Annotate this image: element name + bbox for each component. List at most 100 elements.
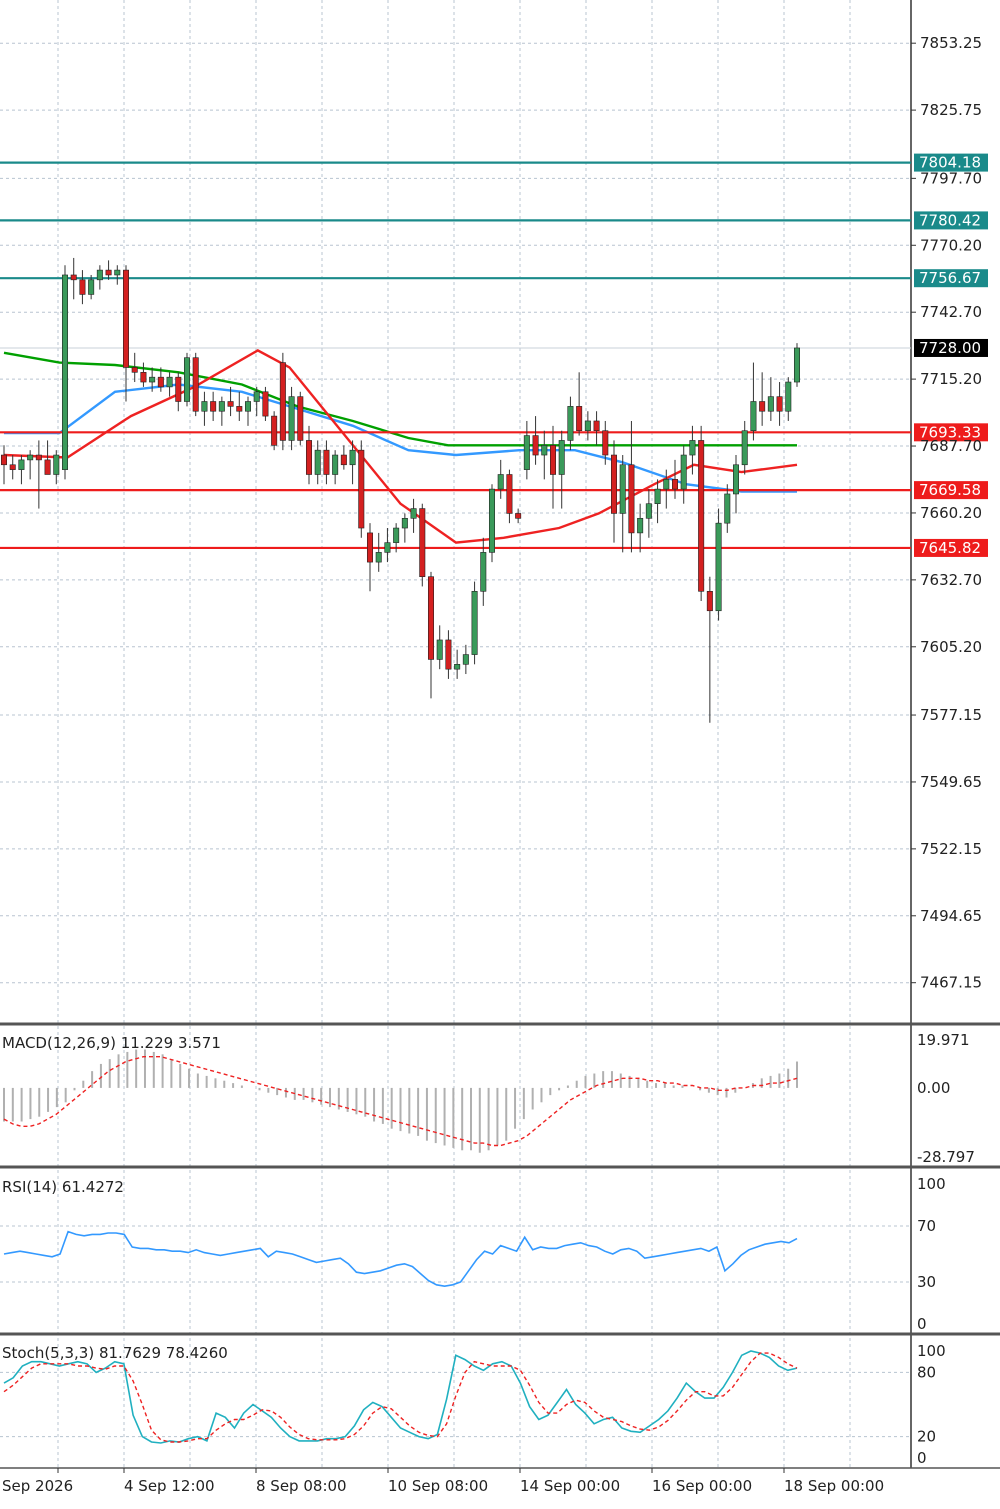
candle <box>323 440 330 485</box>
price-tick-label: 7632.70 <box>920 571 982 589</box>
price-tick-label: 7770.20 <box>920 236 982 254</box>
candle <box>680 445 687 504</box>
candle <box>541 430 548 480</box>
candle-body-bull <box>619 464 626 514</box>
candle <box>70 257 77 300</box>
candle <box>759 372 766 426</box>
candle-body-bull <box>332 454 339 475</box>
candle-body-bear <box>776 396 783 412</box>
candle <box>628 420 635 553</box>
price-levels[interactable]: 7804.18 7780.42 7756.67 7693.33 7669.58 7645.… <box>0 153 988 557</box>
price-tick-label: 7742.70 <box>920 303 982 321</box>
candle <box>297 391 304 446</box>
candle <box>393 523 400 553</box>
stoch-tick-label: 80 <box>917 1363 936 1381</box>
candle <box>236 391 243 421</box>
resistance-tag <box>914 153 988 172</box>
candle <box>340 445 347 470</box>
candle-body-bull <box>715 522 722 612</box>
resistance-tag-label: 7804.18 <box>919 154 981 172</box>
candle <box>454 649 461 679</box>
candle <box>715 508 722 621</box>
candle <box>9 455 16 480</box>
candle-body-bull <box>27 454 34 461</box>
candle <box>410 498 417 533</box>
candle-body-bull <box>288 396 295 441</box>
candle <box>253 386 260 417</box>
candle-body-bear <box>445 639 452 670</box>
candle <box>698 425 705 602</box>
candle-body-bull <box>488 488 496 553</box>
candle-body-bull <box>541 444 548 456</box>
candle <box>88 274 95 300</box>
candle-body-bear <box>576 406 583 432</box>
candle-body-bull <box>567 406 574 441</box>
candle <box>122 265 130 402</box>
candle <box>576 372 583 436</box>
candle <box>567 396 574 451</box>
candle <box>375 532 382 572</box>
price-tick-label: 7660.20 <box>920 504 982 522</box>
candle <box>349 440 356 485</box>
current-price-label: 7728.00 <box>919 339 981 357</box>
candle-body-bull <box>654 488 661 505</box>
candle-body-bear <box>210 401 217 412</box>
support-level: 7693.33 <box>0 423 988 442</box>
price-tick-label: 7577.15 <box>920 706 982 724</box>
candle-body-bull <box>166 376 173 388</box>
stoch-label: Stoch(5,3,3) 81.7629 78.4260 <box>2 1344 228 1362</box>
candle-body-bear <box>227 401 234 407</box>
candle-body-bull <box>114 269 121 276</box>
macd-tick-label: -28.797 <box>917 1148 975 1166</box>
candle <box>366 523 374 592</box>
candle <box>105 260 112 280</box>
candle <box>114 265 121 285</box>
candle-body-bull <box>218 401 225 412</box>
candle <box>750 362 757 441</box>
support-tag <box>914 481 988 500</box>
time-tick-label: 10 Sep 08:00 <box>388 1477 488 1495</box>
price-tick-label: 7825.75 <box>920 101 982 119</box>
candle-body-bear <box>70 274 77 281</box>
moving-average-line <box>3 349 798 544</box>
candle-body-bear <box>0 454 8 466</box>
candle <box>210 391 217 421</box>
moving-average-line <box>4 383 797 493</box>
candle-body-bull <box>680 454 687 490</box>
candle <box>724 484 731 533</box>
candle <box>175 372 182 412</box>
candle-body-bear <box>44 459 51 475</box>
candle-body-bear <box>79 279 86 295</box>
candle <box>201 391 208 426</box>
price-tick-label: 7687.70 <box>920 437 982 455</box>
candle-body-bear <box>610 454 618 514</box>
candle <box>488 484 496 563</box>
time-tick-label: 16 Sep 00:00 <box>652 1477 752 1495</box>
candle-body-bear <box>192 357 199 412</box>
macd-tick-label: 19.971 <box>917 1031 970 1049</box>
macd-label: MACD(12,26,9) 11.229 3.571 <box>2 1034 221 1052</box>
candle <box>157 367 164 392</box>
candle <box>793 343 801 387</box>
candle <box>549 425 557 509</box>
macd-tick-label: 0.00 <box>917 1079 950 1097</box>
resistance-tag <box>914 211 988 230</box>
candle <box>767 377 774 421</box>
candle-body-bull <box>384 542 391 553</box>
candle-body-bear <box>262 391 269 417</box>
candle-body-bull <box>375 552 382 563</box>
candle <box>741 420 748 475</box>
stoch-tick-label: 0 <box>917 1449 927 1467</box>
candle <box>44 440 51 475</box>
candle-body-bull <box>750 401 757 432</box>
moving-average-line <box>3 351 797 447</box>
support-tag <box>914 538 988 557</box>
price-tick-label: 7549.65 <box>920 773 982 791</box>
candle-body-bear <box>323 449 330 475</box>
candle <box>671 459 679 499</box>
candle-body-bull <box>462 654 469 665</box>
candle-body-bull <box>689 440 696 456</box>
candle <box>140 362 147 387</box>
